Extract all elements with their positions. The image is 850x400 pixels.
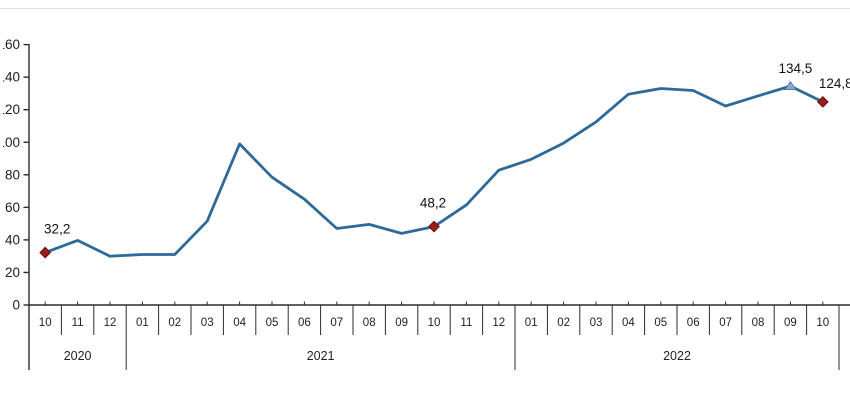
top-divider-rule [0, 8, 850, 9]
year-label: 2022 [663, 349, 691, 363]
year-label: 2021 [307, 349, 335, 363]
x-month-label: 12 [492, 317, 505, 329]
y-tick-label: 140 [3, 70, 20, 85]
x-month-label: 02 [168, 317, 181, 329]
data-point-label: 48,2 [420, 196, 446, 211]
year-label: 2020 [64, 349, 92, 363]
x-month-label: 10 [816, 317, 829, 329]
y-tick-label: 120 [3, 102, 20, 117]
x-month-label: 05 [266, 317, 279, 329]
y-tick-label: 20 [5, 265, 20, 280]
x-month-label: 04 [622, 317, 635, 329]
x-month-label: 11 [460, 317, 472, 329]
x-month-label: 03 [201, 317, 214, 329]
x-month-label: 08 [363, 317, 376, 329]
y-tick-label: 80 [5, 167, 20, 182]
x-month-label: 04 [233, 317, 246, 329]
chart-area: 0 20 40 60 80 100 120 140 160 10 11 12 01 02 03 04 05 06 0… [3, 0, 850, 400]
data-point-label: 134,5 [779, 61, 813, 76]
x-month-label: 01 [525, 317, 538, 329]
x-month-label: 12 [104, 317, 117, 329]
x-month-label: 09 [784, 317, 797, 329]
y-tick-label: 60 [5, 200, 20, 215]
y-tick-label: 100 [3, 135, 20, 150]
data-point-label: 32,2 [44, 222, 70, 237]
diamond-marker [816, 95, 829, 108]
x-month-label: 11 [72, 317, 84, 329]
x-month-label: 02 [557, 317, 570, 329]
x-month-label: 03 [590, 317, 603, 329]
y-tick-label: 0 [12, 298, 20, 313]
x-month-label: 01 [136, 317, 149, 329]
y-tick-label: 40 [5, 232, 20, 247]
triangle-marker [784, 80, 797, 91]
diamond-marker [428, 220, 440, 233]
x-month-label: 06 [298, 317, 311, 329]
x-month-label: 06 [687, 317, 700, 329]
y-tick-label: 160 [3, 37, 20, 52]
x-month-label: 05 [654, 317, 667, 329]
x-month-label: 10 [428, 317, 441, 329]
data-point-label: 124,8 [819, 76, 850, 91]
x-month-label: 10 [39, 317, 52, 329]
x-month-label: 07 [719, 317, 732, 329]
x-month-label: 09 [395, 317, 408, 329]
diamond-marker [39, 246, 52, 259]
x-month-label: 07 [330, 317, 343, 329]
x-month-label: 08 [752, 317, 765, 329]
